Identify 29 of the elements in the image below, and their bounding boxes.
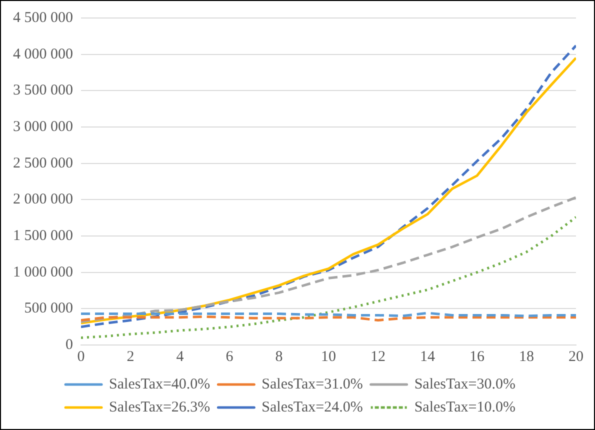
x-tick-label: 0 xyxy=(77,348,85,365)
x-tick-label: 20 xyxy=(568,348,584,365)
y-tick-label: 1 000 000 xyxy=(13,264,73,280)
legend-label: SalesTax=24.0% xyxy=(262,399,363,416)
y-tick-label: 3 500 000 xyxy=(13,82,73,99)
y-tick-label: 2 500 000 xyxy=(13,155,73,172)
y-tick-label: 4 000 000 xyxy=(13,46,73,62)
x-tick-label: 6 xyxy=(226,348,234,365)
y-tick-label: 0 xyxy=(66,336,73,353)
y-tick-label: 500 000 xyxy=(24,300,73,317)
x-tick-label: 12 xyxy=(370,348,386,365)
line-series xyxy=(81,216,576,339)
legend-label: SalesTax=26.3% xyxy=(109,399,210,416)
x-tick-label: 4 xyxy=(176,348,184,365)
legend-label: SalesTax=10.0% xyxy=(414,399,516,416)
x-tick-label: 2 xyxy=(126,348,134,365)
y-tick-label: 3 000 000 xyxy=(13,118,73,135)
line-series xyxy=(81,196,576,323)
y-tick-label: 1 500 000 xyxy=(13,228,73,244)
x-tick-label: 18 xyxy=(519,348,534,365)
x-tick-label: 16 xyxy=(470,348,485,365)
legend-label: SalesTax=30.0% xyxy=(414,376,516,392)
y-tick-label: 4 500 000 xyxy=(13,10,73,26)
legend-label: SalesTax=40.0% xyxy=(109,376,210,392)
x-tick-label: 14 xyxy=(420,348,436,365)
x-tick-label: 8 xyxy=(275,348,283,365)
x-tick-label: 10 xyxy=(321,348,336,365)
legend-label: SalesTax=31.0% xyxy=(262,376,363,392)
y-tick-label: 2 000 000 xyxy=(13,192,73,208)
